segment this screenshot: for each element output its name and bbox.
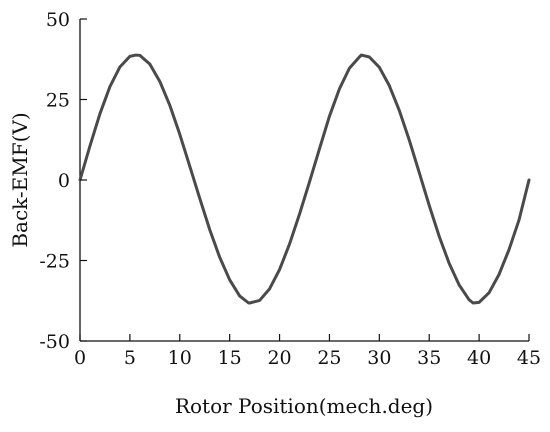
- x-tick-label: 5: [124, 347, 136, 369]
- y-tick-label: 25: [46, 90, 70, 112]
- x-tick-label: 45: [517, 347, 541, 369]
- x-axis-title: Rotor Position(mech.deg): [175, 394, 433, 418]
- x-tick-label: 35: [417, 347, 441, 369]
- series-line-0: [78, 53, 531, 305]
- series-layer: [78, 53, 531, 305]
- ticks-layer: 0 5 10 15 20 25 30 35 40 45 -50 -25 0 25 50: [39, 9, 541, 369]
- y-tick-label: 50: [46, 9, 70, 31]
- y-tick-label: -25: [39, 251, 70, 273]
- x-tick-label: 30: [367, 347, 391, 369]
- x-tick-label: 10: [168, 347, 192, 369]
- y-tick-label: -50: [39, 331, 70, 353]
- x-tick-label: 25: [317, 347, 341, 369]
- x-tick-label: 0: [74, 347, 86, 369]
- plot-area: [80, 19, 529, 341]
- x-tick-label: 40: [467, 347, 491, 369]
- y-axis-title: Back-EMF(V): [8, 112, 32, 247]
- x-tick-label: 20: [267, 347, 291, 369]
- y-tick-label: 0: [58, 170, 70, 192]
- x-tick-label: 15: [218, 347, 242, 369]
